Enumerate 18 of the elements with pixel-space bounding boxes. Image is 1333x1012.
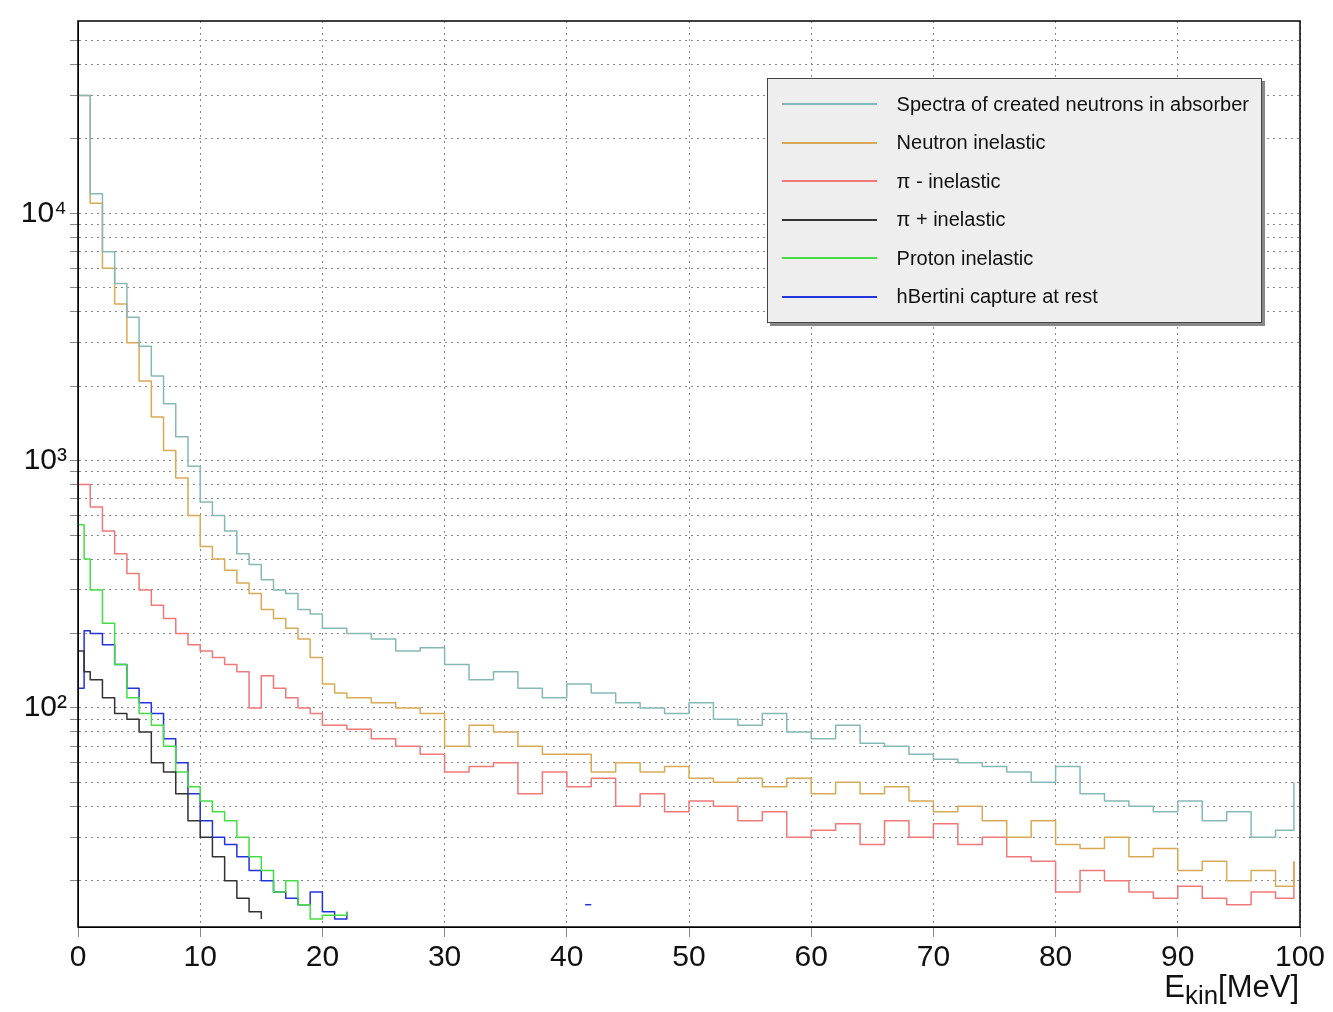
x-tick-label: 60	[794, 939, 828, 973]
x-tick-label: 10	[183, 939, 217, 973]
x-tick-label: 30	[427, 939, 462, 973]
x-tick-label: 40	[550, 939, 584, 973]
x-tick-label: 70	[916, 939, 951, 973]
legend-label: Spectra of created neutrons in absorber	[896, 92, 1249, 116]
y-tick-label: 10³	[23, 441, 68, 475]
x-tick-label: 80	[1038, 939, 1073, 973]
x-tick-label: 50	[672, 939, 706, 973]
y-tick-label: 10⁴	[20, 194, 67, 228]
legend-label: π + inelastic	[896, 208, 1006, 232]
legend-label: hBertini capture at rest	[896, 285, 1098, 309]
legend-label: Proton inelastic	[896, 246, 1034, 270]
legend-label: Neutron inelastic	[896, 131, 1046, 155]
x-tick-label: 0	[69, 939, 87, 973]
legend-label: π - inelastic	[896, 169, 1001, 193]
y-tick-label: 10²	[23, 689, 68, 723]
x-tick-label: 20	[305, 939, 340, 973]
